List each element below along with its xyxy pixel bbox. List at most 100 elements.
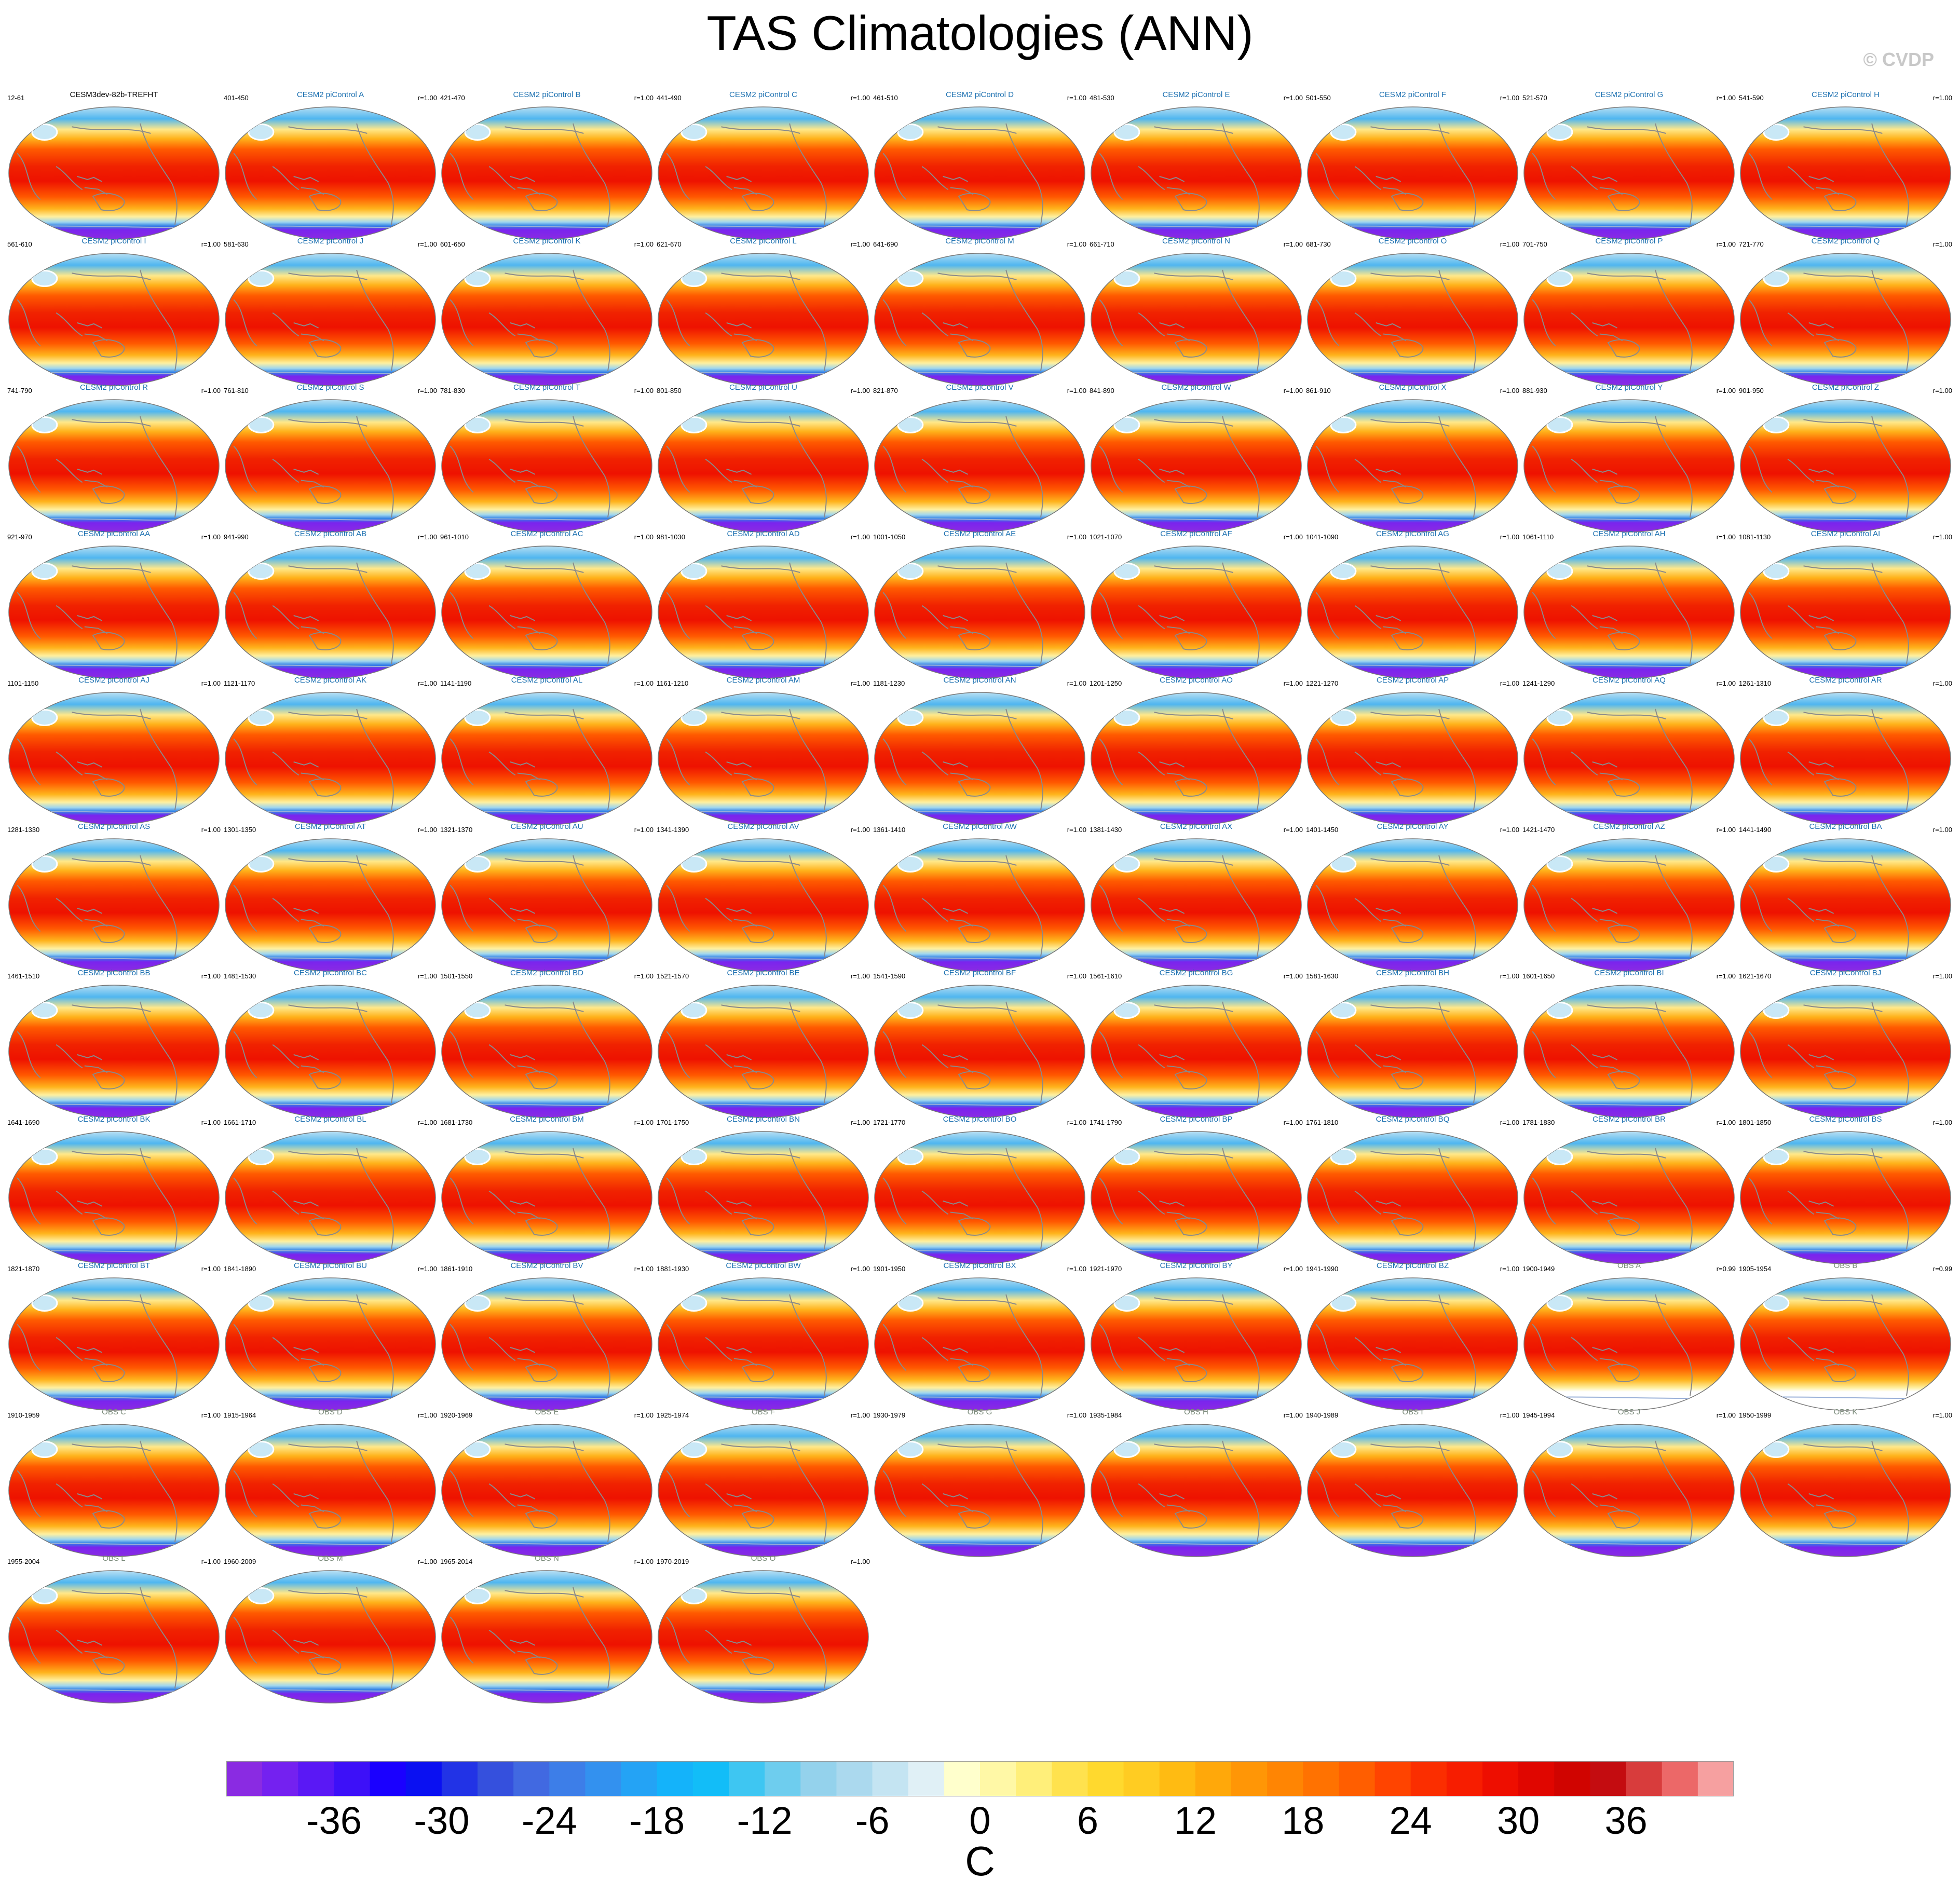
colorbar-bin [1123,1761,1160,1796]
temperature-field [225,838,436,972]
panel-period: 761-810 [224,387,249,394]
colorbar-bin [1052,1761,1088,1796]
panel-period: 641-690 [873,240,898,248]
panel-pattern-correlation: r=1.00 [1283,826,1303,834]
panel-title: CESM2 piControl AO [1160,676,1233,685]
map-panel: 1201-1250 CESM2 piControl AO r=1.00 [1088,676,1304,825]
temperature-field [658,253,869,386]
temperature-field [8,1570,220,1704]
map-panel: 541-590 CESM2 piControl H r=1.00 [1738,90,1953,240]
map-panel: 1861-1910 CESM2 piControl BV r=1.00 [439,1261,655,1411]
panel-pattern-correlation: r=1.00 [201,1558,221,1565]
panel-period: 1741-1790 [1090,1119,1122,1126]
global-map [1740,1424,1951,1557]
panel-pattern-correlation: r=1.00 [201,387,221,394]
panel-title: CESM2 piControl AT [294,822,366,831]
panel-period: 561-610 [7,240,32,248]
map-panel: 1161-1210 CESM2 piControl AM r=1.00 [656,676,871,825]
temperature-field [1740,399,1951,533]
panel-period: 1901-1950 [873,1265,906,1273]
temperature-field [8,1424,220,1557]
panel-title: CESM2 piControl B [513,90,581,99]
temperature-field [874,399,1085,533]
temperature-field [225,1277,436,1411]
global-map [441,253,652,386]
panel-title: CESM2 piControl AR [1809,676,1882,685]
map-panel: 741-790 CESM2 piControl R r=1.00 [6,383,222,533]
panel-period: 1821-1870 [7,1265,40,1273]
panel-pattern-correlation: r=1.00 [850,826,870,834]
panel-pattern-correlation: r=1.00 [1067,1411,1086,1419]
panel-pattern-correlation: r=1.00 [1500,533,1519,541]
temperature-field [1523,1277,1735,1411]
global-map [1307,253,1518,386]
temperature-field [658,838,869,972]
panel-period: 881-930 [1522,387,1547,394]
panel-title: CESM2 piControl BG [1159,969,1233,977]
panel-title: CESM2 piControl X [1379,383,1447,392]
temperature-field [225,253,436,386]
panel-title: CESM2 piControl R [80,383,148,392]
panel-period: 601-650 [440,240,465,248]
map-panel: 1461-1510 CESM2 piControl BB r=1.00 [6,969,222,1118]
panel-period: 521-570 [1522,94,1547,102]
panel-pattern-correlation: r=1.00 [417,94,437,102]
global-map [658,106,869,240]
global-map [874,253,1085,386]
panel-pattern-correlation: r=1.00 [1932,94,1952,102]
temperature-field [8,253,220,386]
panel-title: CESM2 piControl AQ [1592,676,1666,685]
panel-pattern-correlation: r=1.00 [417,972,437,980]
temperature-field [1307,546,1518,679]
temperature-field [8,106,220,240]
temperature-field [658,1277,869,1411]
colorbar-tick-label: 6 [1077,1799,1098,1839]
panel-period: 1940-1989 [1306,1411,1339,1419]
global-map [1307,1424,1518,1557]
temperature-field [874,1424,1085,1557]
colorbar-bin [1374,1761,1411,1796]
panel-pattern-correlation: r=1.00 [1067,1119,1086,1126]
global-map [874,106,1085,240]
panel-title: CESM2 piControl BB [77,969,151,977]
global-map [8,838,220,972]
panel-title: CESM2 piControl AI [1811,529,1881,538]
global-map [225,1131,436,1264]
panel-period: 1241-1290 [1522,679,1555,687]
temperature-field [441,1131,652,1264]
panel-title: CESM2 piControl BP [1160,1115,1233,1124]
panel-pattern-correlation: r=1.00 [1716,240,1736,248]
temperature-field [658,1570,869,1704]
map-panel: 12-61 CESM3dev-82b-TREFHT [6,90,222,240]
panel-period: 481-530 [1090,94,1114,102]
panel-title: CESM2 piControl BY [1160,1261,1233,1270]
temperature-field [1523,399,1735,533]
panel-period: 1721-1770 [873,1119,906,1126]
panel-period: 1681-1730 [440,1119,473,1126]
panel-title: CESM2 piControl F [1379,90,1447,99]
panel-period: 461-510 [873,94,898,102]
panel-title: CESM2 piControl K [513,237,581,246]
colorbar-bin [1626,1761,1663,1796]
panel-period: 1701-1750 [657,1119,689,1126]
panel-period: 1361-1410 [873,826,906,834]
panel-period: 541-590 [1739,94,1764,102]
panel-title: CESM2 piControl BH [1376,969,1449,977]
watermark: © CVDP [1863,49,1934,70]
panel-title: CESM2 piControl BW [726,1261,801,1270]
map-panel: 801-850 CESM2 piControl U r=1.00 [656,383,871,533]
panel-title: CESM2 piControl AZ [1593,822,1665,831]
colorbar-tick-label: 36 [1604,1799,1647,1839]
panel-pattern-correlation: r=1.00 [417,826,437,834]
panel-period: 1221-1270 [1306,679,1339,687]
map-panel: 1965-2014 OBS N r=1.00 [439,1554,655,1704]
panel-title: CESM2 piControl BZ [1376,1261,1449,1270]
panel-title: CESM2 piControl BF [943,969,1016,977]
global-map [1740,692,1951,825]
map-panel: 1940-1989 OBS I r=1.00 [1305,1408,1520,1557]
map-panel: 1441-1490 CESM2 piControl BA r=1.00 [1738,822,1953,972]
colorbar-bin [657,1761,693,1796]
temperature-field [1091,546,1302,679]
colorbar-tick-label: -6 [855,1799,890,1839]
colorbar-bin [513,1761,550,1796]
